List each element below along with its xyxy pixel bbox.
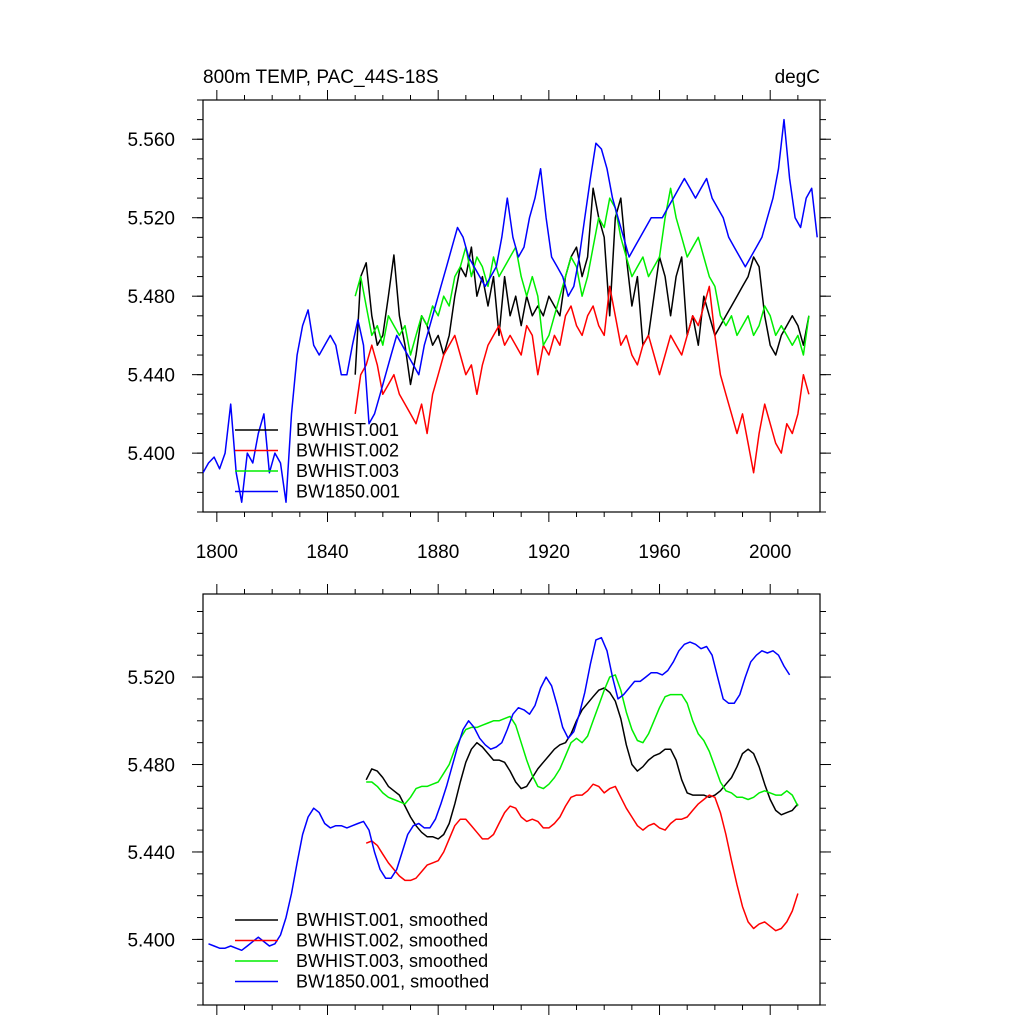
x-tick-label: 1880 [417, 542, 459, 563]
y-tick-label: 5.400 [127, 444, 175, 465]
legend-label-4: BW1850.001, smoothed [296, 972, 489, 992]
x-tick-label: 1800 [196, 542, 238, 563]
top-plot-frame [202, 99, 821, 513]
bottom-plot-frame [202, 593, 821, 1006]
series-line-1 [354, 187, 810, 386]
y-tick-label: 5.480 [127, 756, 175, 777]
legend-label-2: BWHIST.002, smoothed [296, 931, 488, 951]
y-tick-label: 5.480 [127, 287, 175, 308]
x-tick-label: 1960 [638, 542, 680, 563]
top-panel: 800m TEMP, PAC_44S-18S degC 1800 1840 1880… [127, 67, 831, 563]
y-tick-label: 5.560 [127, 130, 175, 151]
series-line-2 [354, 285, 810, 474]
legend-label-4: BW1850.001 [296, 482, 400, 502]
top-axis-ticks: 1800 1840 1880 1920 1960 2000 5.400 5.440 5.480 5… [127, 90, 831, 563]
x-tick-label: 1840 [306, 542, 348, 563]
x-tick-label: 1920 [528, 542, 570, 563]
legend-label-2: BWHIST.002 [296, 441, 399, 461]
x-tick-label: 2000 [749, 542, 791, 563]
series-line-1 [365, 687, 799, 840]
series-line-4 [203, 118, 818, 503]
series-line-2 [365, 783, 799, 932]
series-line-3 [354, 187, 810, 356]
series-line-4 [208, 636, 791, 952]
y-tick-label: 5.520 [127, 668, 175, 689]
bottom-axis-ticks: 5.400 5.440 5.480 5.520 [127, 584, 831, 1015]
top-series-lines [203, 118, 818, 503]
top-units: degC [775, 67, 820, 88]
y-tick-label: 5.440 [127, 366, 175, 387]
bottom-series-lines [208, 636, 799, 952]
y-tick-label: 5.520 [127, 209, 175, 230]
bottom-panel: 5.400 5.440 5.480 5.520 BWHIST.001, smoothe… [127, 584, 831, 1015]
legend-label-1: BWHIST.001 [296, 420, 399, 440]
y-tick-label: 5.400 [127, 930, 175, 951]
legend-label-3: BWHIST.003 [296, 461, 399, 481]
top-title: 800m TEMP, PAC_44S-18S [203, 67, 439, 88]
legend-label-1: BWHIST.001, smoothed [296, 910, 488, 930]
legend-label-3: BWHIST.003, smoothed [296, 951, 488, 971]
y-tick-label: 5.440 [127, 843, 175, 864]
series-line-3 [366, 674, 799, 807]
